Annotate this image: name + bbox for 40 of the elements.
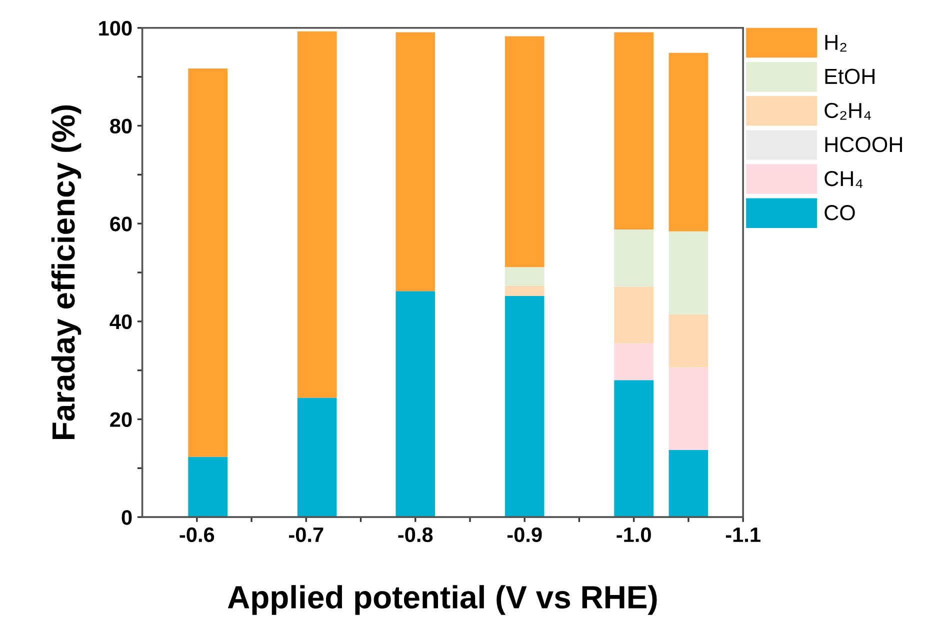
bar [188,68,228,457]
legend-label: HCOOH [825,136,902,152]
bar [504,267,544,286]
bar [504,36,544,268]
bar [668,450,708,518]
bar [297,398,337,518]
x-tick-label: -1.1 [726,528,760,542]
bar [668,52,708,232]
y-tick-label: 0 [122,510,132,525]
legend-label: CO [824,205,855,220]
y-tick-label: 80 [110,118,132,134]
bar [614,229,654,287]
legend-label: C₂H₄ [824,102,871,120]
y-tick-label: 100 [99,20,132,36]
y-tick-label: 20 [110,412,132,427]
y-axis-title: Faraday efficiency (%) [51,105,82,439]
y-tick-label: 40 [110,314,132,330]
bar [396,291,436,518]
x-axis-title: Applied potential (V vs RHE) [228,585,657,615]
bar [504,296,544,518]
bar [504,286,544,296]
bar [297,31,337,398]
x-tick-label: -0.9 [507,527,542,542]
legend-label: EtOH [825,68,874,84]
bar [614,286,654,344]
legend-label: H₂ [825,34,846,52]
x-tick-label: -1.0 [616,527,651,542]
x-tick-label: -0.7 [289,527,324,542]
x-tick-label: -0.6 [180,527,214,542]
bar [668,314,708,368]
bar [614,380,654,518]
legend-label: CH₄ [824,170,863,188]
bar [668,367,708,450]
bar [188,456,228,518]
bar [668,231,708,315]
bar [614,343,654,380]
y-tick-label: 60 [110,216,132,232]
x-tick-label: -0.8 [398,527,433,542]
bar [396,32,436,292]
bar [614,32,654,230]
